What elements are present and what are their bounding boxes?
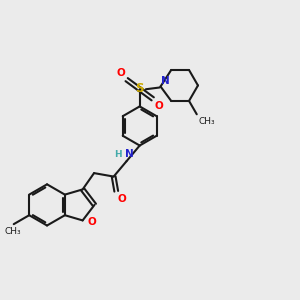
Text: S: S — [135, 82, 144, 95]
Text: CH₃: CH₃ — [199, 117, 215, 126]
Text: N: N — [125, 149, 134, 159]
Text: O: O — [87, 217, 96, 227]
Text: O: O — [154, 100, 163, 111]
Text: H: H — [114, 150, 122, 159]
Text: O: O — [116, 68, 125, 78]
Text: O: O — [118, 194, 127, 204]
Text: CH₃: CH₃ — [5, 227, 21, 236]
Text: N: N — [160, 76, 169, 86]
